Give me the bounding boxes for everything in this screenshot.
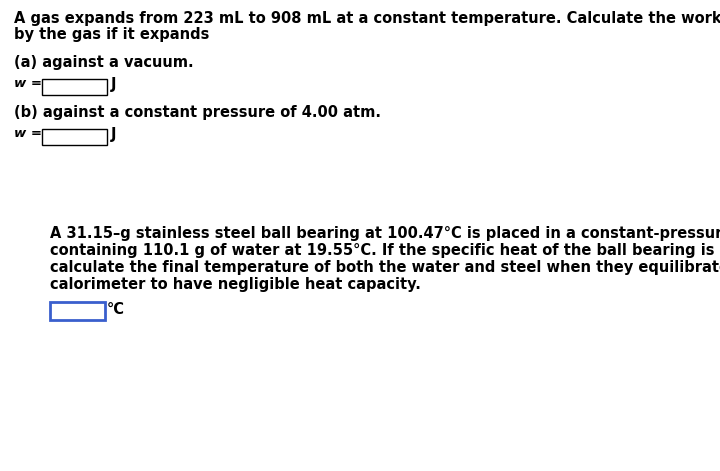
Text: calorimeter to have negligible heat capacity.: calorimeter to have negligible heat capa… [50,277,421,292]
Bar [42,79,107,95]
Text: A gas expands from 223 mL to 908 mL at a constant temperature. Calculate the wor: A gas expands from 223 mL to 908 mL at a… [14,11,720,26]
Text: A 31.15–g stainless steel ball bearing at 100.47°C is placed in a constant-press: A 31.15–g stainless steel ball bearing a… [50,226,720,241]
Text: containing 110.1 g of water at 19.55°C. If the specific heat of the ball bearing: containing 110.1 g of water at 19.55°C. … [50,243,720,258]
Bar [50,302,105,320]
Text: °C: °C [107,302,125,317]
Text: (a) against a vacuum.: (a) against a vacuum. [14,55,194,70]
Text: J: J [111,77,117,92]
Text: w =: w = [14,77,42,90]
Text: calculate the final temperature of both the water and steel when they equilibrat: calculate the final temperature of both … [50,260,720,275]
Bar [42,129,107,145]
Text: by the gas if it expands: by the gas if it expands [14,27,210,42]
Text: (b) against a constant pressure of 4.00 atm.: (b) against a constant pressure of 4.00 … [14,105,381,120]
Text: w =: w = [14,127,42,140]
Text: J: J [111,127,117,142]
